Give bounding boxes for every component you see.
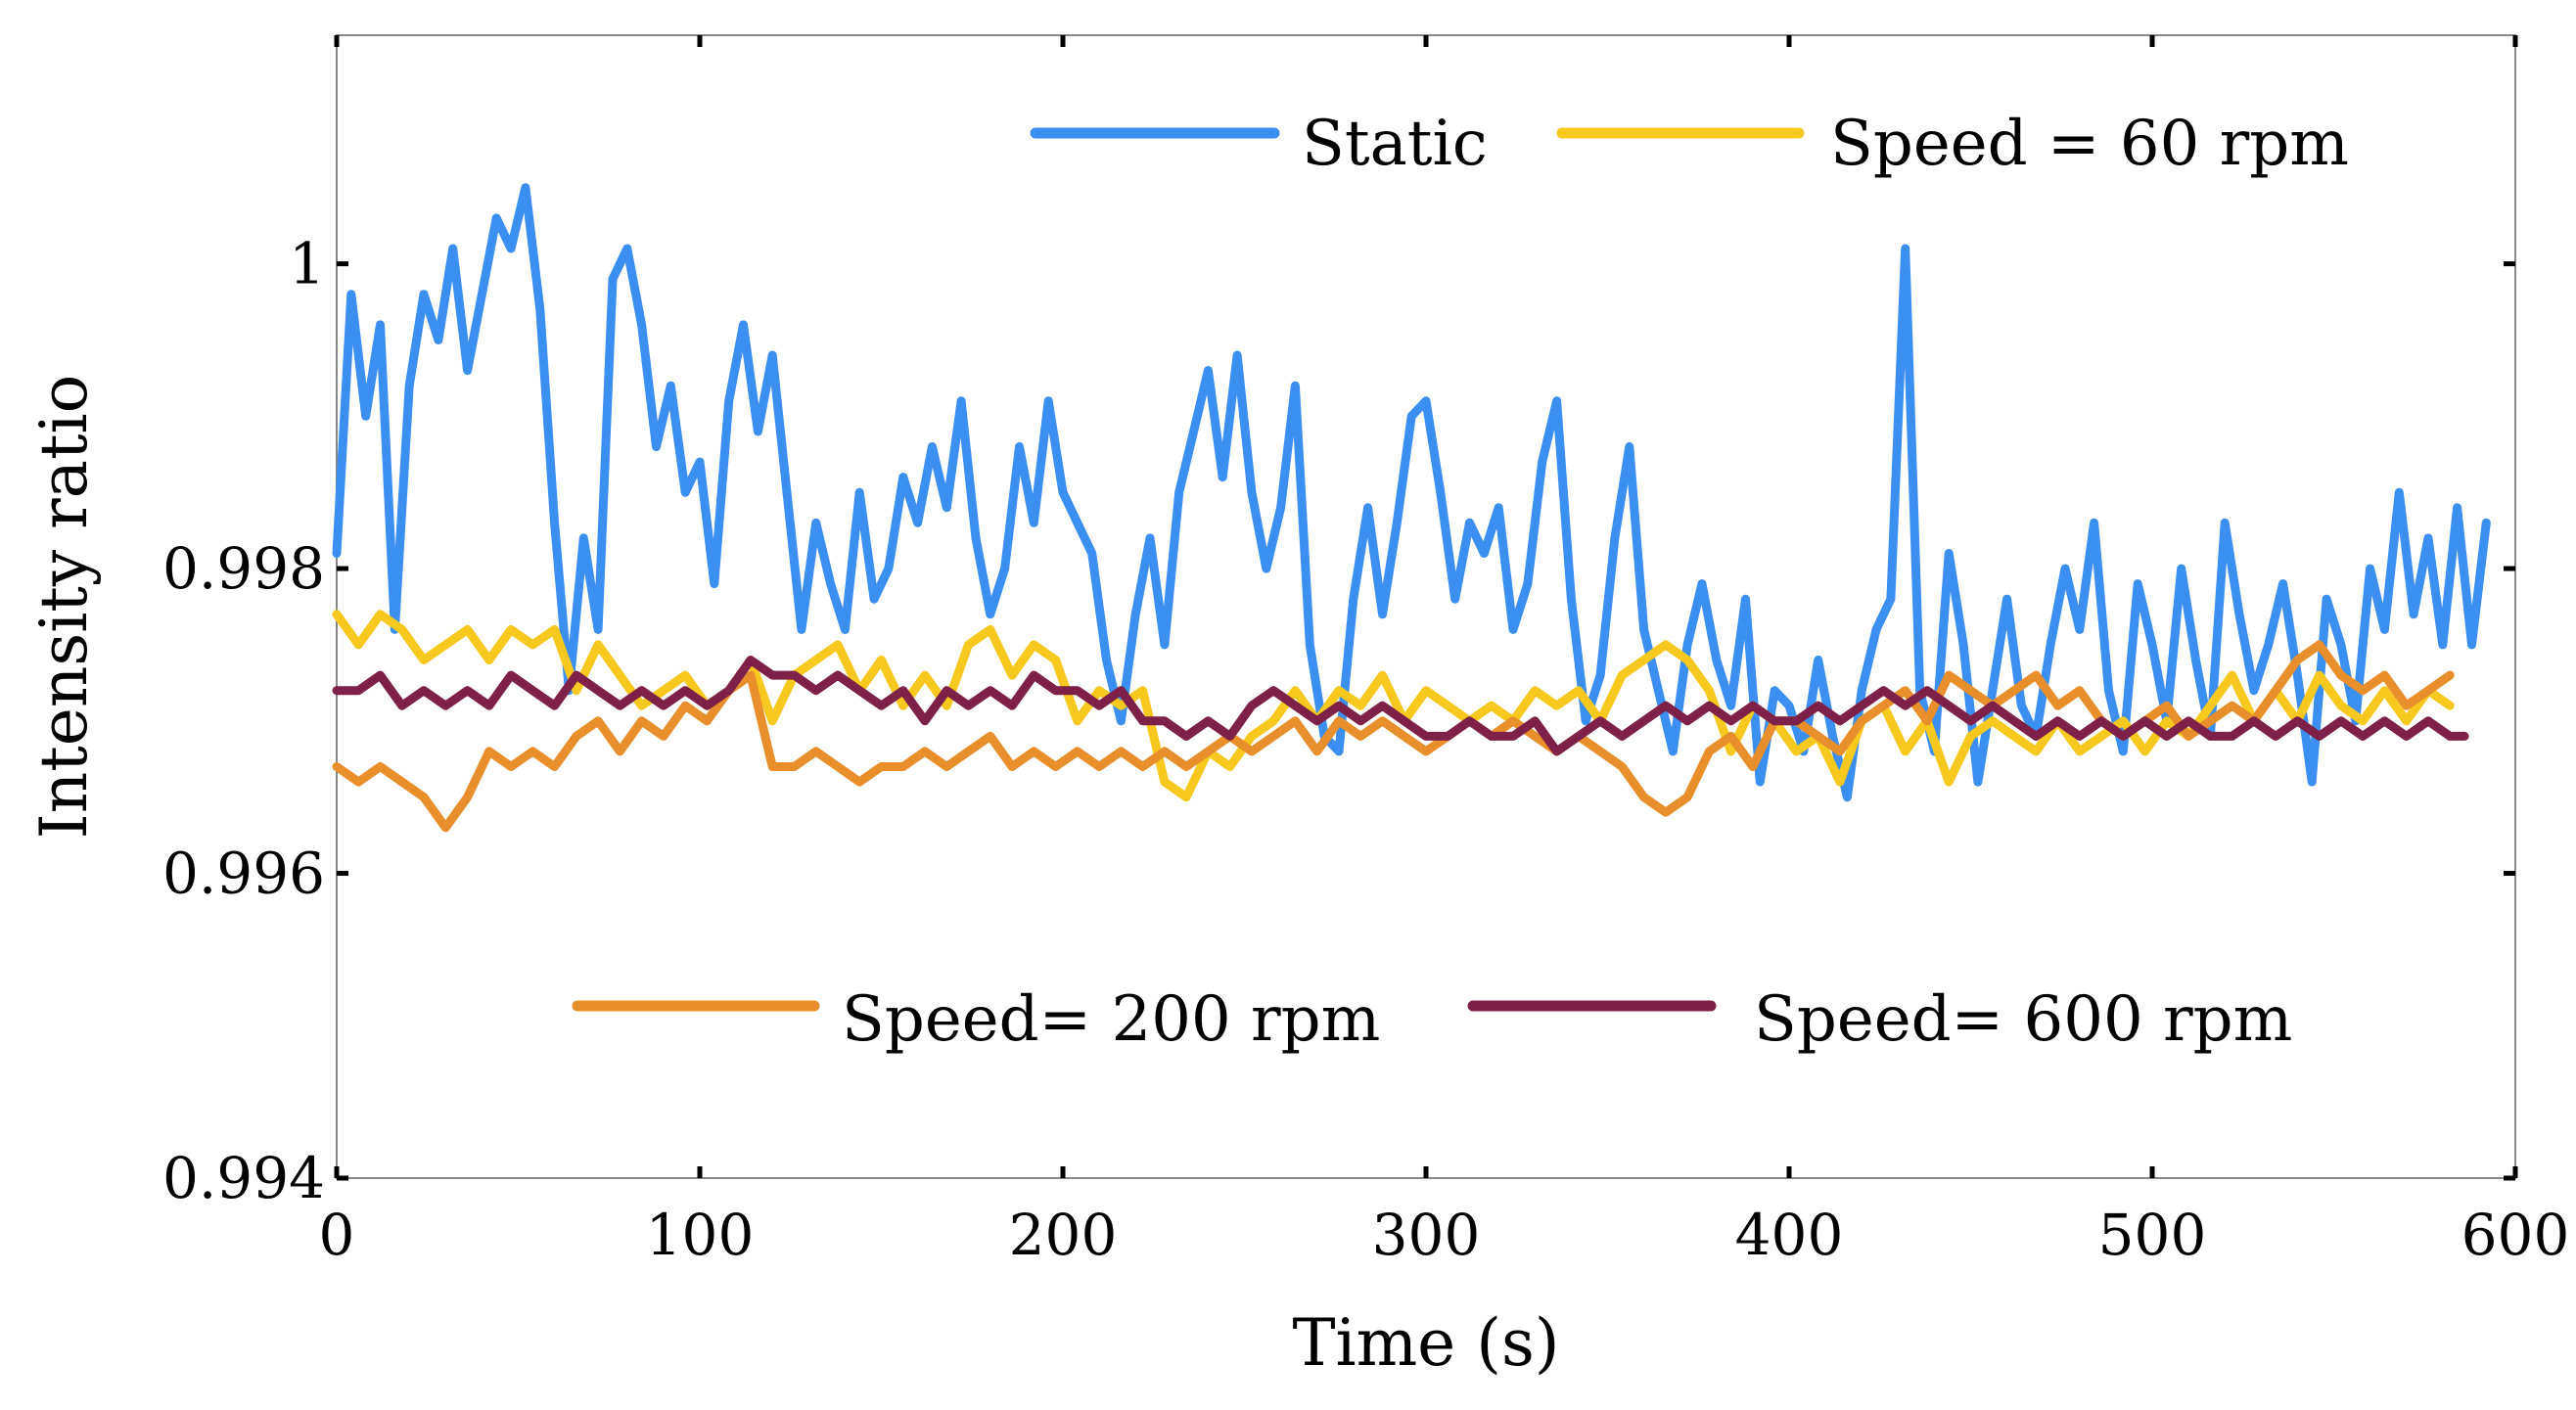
axis-ticks bbox=[334, 35, 2518, 1181]
y-tick-label: 0.998 bbox=[162, 535, 325, 602]
y-tick-label: 0.994 bbox=[162, 1145, 325, 1211]
x-tick-label: 600 bbox=[2461, 1202, 2570, 1268]
x-tick-label: 100 bbox=[646, 1202, 755, 1268]
series-line-600rpm bbox=[332, 656, 2469, 756]
x-tick-label: 300 bbox=[1372, 1202, 1481, 1268]
x-tick-label: 200 bbox=[1009, 1202, 1118, 1268]
tick-labels: 0 100 200 300 400 500 600 0.994 0.996 0.998 1 bbox=[162, 231, 2569, 1268]
x-tick-label: 500 bbox=[2098, 1202, 2207, 1268]
series-line-static bbox=[332, 183, 2491, 802]
series-line-200rpm bbox=[332, 640, 2455, 833]
legend-bottom: Speed= 200 rpm Speed= 600 rpm bbox=[572, 983, 2292, 1056]
x-tick-label: 400 bbox=[1735, 1202, 1844, 1268]
legend-label-200rpm: Speed= 200 rpm bbox=[842, 983, 1380, 1056]
series-line-60rpm bbox=[332, 610, 2455, 802]
legend-top: Static Speed = 60 rpm bbox=[1030, 108, 2349, 180]
legend-label-60rpm: Speed = 60 rpm bbox=[1830, 108, 2349, 180]
y-axis-title: Intensity ratio bbox=[26, 375, 102, 840]
legend-label-static: Static bbox=[1302, 108, 1488, 180]
x-tick-label: 0 bbox=[319, 1202, 355, 1268]
legend-label-600rpm: Speed= 600 rpm bbox=[1754, 983, 2292, 1056]
x-axis-title: Time (s) bbox=[1292, 1305, 1559, 1381]
series-group bbox=[332, 183, 2491, 833]
y-tick-label: 0.996 bbox=[162, 841, 325, 907]
y-tick-label: 1 bbox=[289, 231, 325, 297]
